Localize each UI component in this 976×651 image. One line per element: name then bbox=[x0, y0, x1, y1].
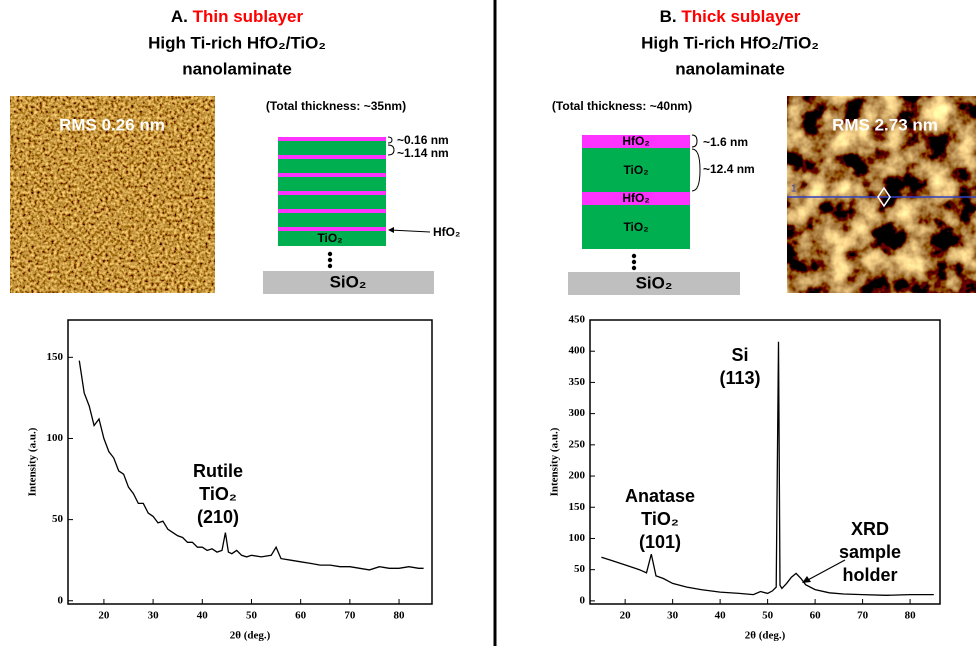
profile-index: 1 bbox=[791, 184, 797, 195]
annotation: TiO₂ bbox=[199, 484, 237, 504]
tio2-layer bbox=[278, 177, 386, 191]
y-tick-label: 250 bbox=[569, 438, 586, 450]
x-tick-label: 40 bbox=[715, 610, 727, 622]
hfo2-layer bbox=[278, 155, 386, 159]
dot bbox=[632, 254, 636, 258]
substrate-label: SiO₂ bbox=[330, 272, 367, 291]
y-axis-label: Intensity (a.u.) bbox=[549, 427, 561, 496]
y-tick-label: 50 bbox=[574, 563, 586, 575]
thickness-label: (Total thickness: ~35nm) bbox=[266, 99, 406, 113]
annotation: Si bbox=[731, 345, 748, 365]
x-tick-label: 30 bbox=[148, 610, 160, 622]
hfo2-layer bbox=[278, 137, 386, 141]
hfo2-layer bbox=[278, 209, 386, 213]
bracket bbox=[692, 135, 700, 191]
x-tick-label: 20 bbox=[98, 610, 110, 622]
dot bbox=[632, 260, 636, 264]
layer-label: ~1.6 nm bbox=[703, 135, 748, 149]
y-tick-label: 350 bbox=[569, 376, 586, 388]
x-tick-label: 30 bbox=[667, 610, 679, 622]
y-tick-label: 200 bbox=[569, 470, 586, 482]
panel-letter: A. bbox=[171, 7, 188, 26]
data-line bbox=[79, 361, 423, 570]
x-tick-label: 40 bbox=[197, 610, 209, 622]
y-tick-label: 300 bbox=[569, 407, 586, 419]
annotation: XRD bbox=[851, 519, 889, 539]
x-tick-label: 50 bbox=[246, 610, 258, 622]
arrow bbox=[390, 230, 430, 232]
x-axis-label: 2θ (deg.) bbox=[230, 630, 271, 642]
y-tick-label: 0 bbox=[580, 594, 586, 606]
annotation: TiO₂ bbox=[641, 509, 679, 529]
y-tick-label: 100 bbox=[569, 532, 586, 544]
annotation: (101) bbox=[639, 532, 681, 552]
figure: A. Thin sublayer High Ti-rich HfO₂/TiO₂ … bbox=[0, 0, 976, 646]
tio2-layer bbox=[278, 159, 386, 173]
panel-subtitle: nanolaminate bbox=[182, 59, 292, 78]
y-tick-label: 0 bbox=[58, 594, 64, 606]
arrowhead bbox=[388, 227, 394, 233]
thickness-label: (Total thickness: ~40nm) bbox=[552, 99, 692, 113]
panel-title: A. Thin sublayer bbox=[171, 7, 304, 26]
annotation: (210) bbox=[197, 507, 239, 527]
afm-label: RMS 0.26 nm bbox=[59, 115, 165, 134]
dot bbox=[328, 264, 332, 268]
layer-label: ~12.4 nm bbox=[703, 162, 755, 176]
y-tick-label: 100 bbox=[47, 432, 64, 444]
x-tick-label: 70 bbox=[857, 610, 869, 622]
annotation: Anatase bbox=[625, 486, 695, 506]
layer-label: HfO₂ bbox=[622, 191, 649, 205]
layer-label: TiO₂ bbox=[317, 231, 342, 245]
tio2-layer bbox=[278, 141, 386, 155]
panel-title: B. Thick sublayer bbox=[660, 7, 801, 26]
substrate-label: SiO₂ bbox=[636, 273, 673, 292]
panel-subtitle: High Ti-rich HfO₂/TiO₂ bbox=[641, 33, 819, 52]
annotation: (113) bbox=[719, 368, 760, 388]
x-tick-label: 80 bbox=[905, 610, 917, 622]
x-tick-label: 70 bbox=[344, 610, 356, 622]
layer-stack bbox=[568, 135, 740, 295]
panel-name: Thick sublayer bbox=[681, 7, 800, 26]
x-tick-label: 20 bbox=[620, 610, 632, 622]
hfo2-layer bbox=[278, 191, 386, 195]
tio2-layer bbox=[278, 195, 386, 209]
tio2-layer bbox=[278, 213, 386, 227]
layer-label: TiO₂ bbox=[623, 220, 648, 234]
dot bbox=[328, 258, 332, 262]
y-axis-label: Intensity (a.u.) bbox=[27, 427, 39, 496]
x-axis-label: 2θ (deg.) bbox=[745, 630, 786, 642]
plot-frame bbox=[68, 320, 432, 604]
y-tick-label: 450 bbox=[569, 314, 586, 326]
annotation: sample bbox=[839, 542, 901, 562]
layer-label: HfO₂ bbox=[622, 134, 649, 148]
annotation: Rutile bbox=[193, 461, 243, 481]
y-tick-label: 400 bbox=[569, 345, 586, 357]
layer-label: TiO₂ bbox=[623, 163, 648, 177]
afm-label: RMS 2.73 nm bbox=[832, 115, 938, 134]
x-tick-label: 80 bbox=[394, 610, 406, 622]
layer-label: ~1.14 nm bbox=[397, 146, 449, 160]
hfo2-layer bbox=[278, 173, 386, 177]
layer-label: HfO₂ bbox=[433, 225, 460, 239]
annotation: holder bbox=[842, 565, 897, 585]
x-tick-label: 60 bbox=[810, 610, 822, 622]
annotation-arrow bbox=[806, 560, 845, 581]
y-tick-label: 150 bbox=[569, 501, 586, 513]
x-tick-label: 50 bbox=[762, 610, 774, 622]
dot bbox=[632, 266, 636, 270]
bracket bbox=[388, 137, 394, 155]
x-tick-label: 60 bbox=[295, 610, 307, 622]
layer-label: ~0.16 nm bbox=[397, 133, 449, 147]
layer-stack bbox=[263, 137, 434, 294]
panel-subtitle: nanolaminate bbox=[675, 59, 785, 78]
panel-name: Thin sublayer bbox=[193, 7, 304, 26]
y-tick-label: 50 bbox=[52, 513, 64, 525]
panel-subtitle: High Ti-rich HfO₂/TiO₂ bbox=[148, 33, 326, 52]
dot bbox=[328, 252, 332, 256]
y-tick-label: 150 bbox=[47, 351, 64, 363]
page: A. Thin sublayer High Ti-rich HfO₂/TiO₂ … bbox=[0, 0, 976, 651]
panel-letter: B. bbox=[660, 7, 677, 26]
